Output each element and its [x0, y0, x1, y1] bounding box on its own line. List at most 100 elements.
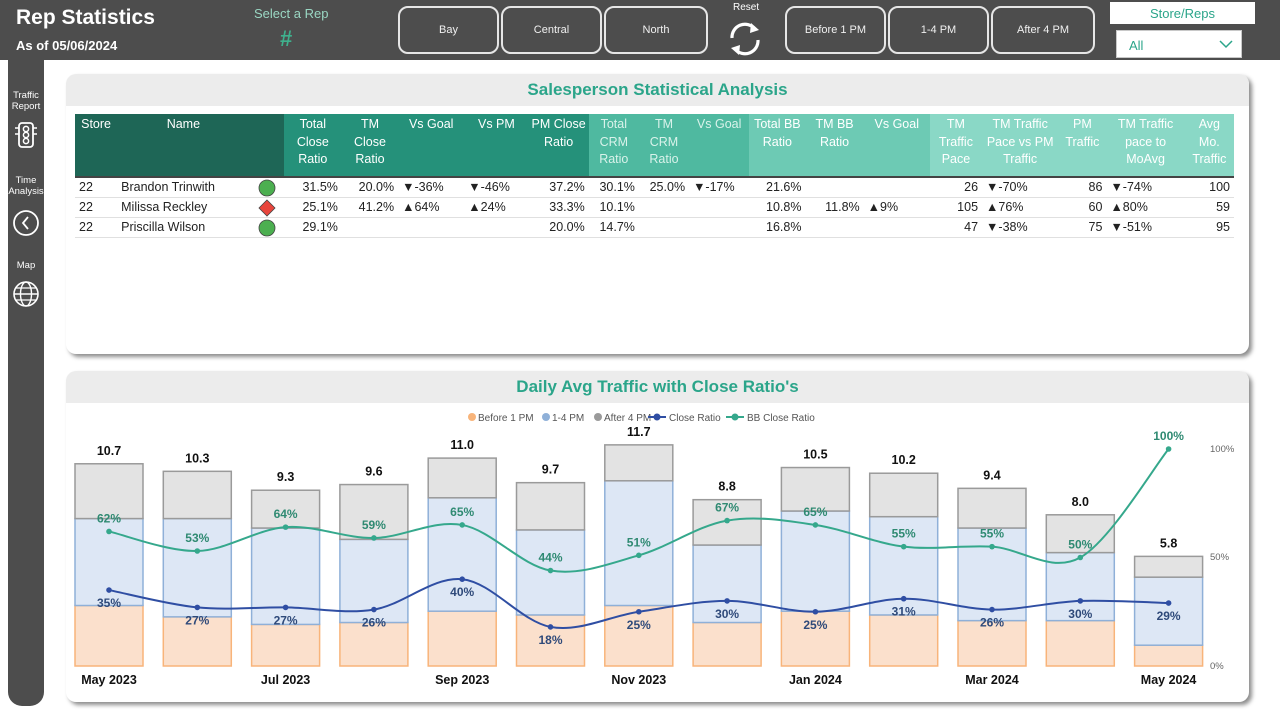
cell-tm-bb: 11.8% — [805, 197, 864, 218]
bar-segment-after-4pm — [250, 489, 321, 529]
bb-close-ratio-data-label: 64% — [274, 507, 298, 521]
bar-segment-before-1pm — [957, 619, 1027, 667]
bar-segment-after-4pm — [515, 481, 586, 531]
bb-close-ratio-point — [371, 535, 377, 541]
cell-total-close: 29.1% — [283, 217, 342, 238]
close-ratio-point — [812, 608, 819, 615]
legend-marker — [594, 413, 602, 421]
col-header-pm-close-ratio[interactable]: PM Close Ratio — [528, 114, 589, 177]
close-ratio-data-label: 29% — [1157, 609, 1181, 623]
bar-segment-1-4pm — [427, 497, 497, 612]
store-reps-tab[interactable]: Store/Reps — [1110, 2, 1255, 24]
select-rep-hash-icon[interactable]: # — [280, 26, 293, 51]
col-header-total-close-ratio[interactable]: Total Close Ratio — [283, 114, 342, 177]
region-button-north[interactable]: North — [604, 6, 708, 54]
table-row[interactable]: 22 Brandon Trinwith 31.5% 20.0% ▼-36% ▼-46% 37… — [75, 176, 1234, 198]
reset-icon[interactable] — [724, 18, 766, 60]
cell-pm-traffic: 86 — [1058, 176, 1107, 198]
x-tick-label: Mar 2024 — [965, 673, 1019, 687]
col-header-bb-vs-goal[interactable]: Vs Goal — [863, 114, 930, 177]
close-ratio-data-label: 25% — [803, 618, 827, 632]
col-header-total-bb-ratio[interactable]: Total BB Ratio — [749, 114, 806, 177]
time-button-after-4pm[interactable]: After 4 PM — [991, 6, 1095, 54]
nav-label-traffic-report[interactable]: Traffic Report — [11, 90, 41, 112]
traffic-light-icon[interactable] — [11, 120, 41, 150]
bar-total-label: 10.7 — [97, 444, 121, 458]
bar-segment-after-4pm — [1133, 555, 1204, 578]
nav-label-map[interactable]: Map — [16, 260, 36, 271]
region-button-bay[interactable]: Bay — [398, 6, 499, 54]
col-header-name[interactable]: Name — [117, 114, 250, 177]
legend-marker — [731, 413, 739, 421]
time-button-1-4pm[interactable]: 1-4 PM — [888, 6, 989, 54]
green-circle-status-icon — [258, 179, 276, 197]
bb-close-ratio-point — [194, 548, 201, 554]
cell-pace-vs-pm: ▼-70% — [982, 176, 1059, 198]
col-header-status[interactable] — [249, 114, 284, 177]
col-header-pace-to-moavg[interactable]: TM Traffic pace to MoAvg — [1106, 114, 1185, 177]
cell-pace-to-moavg: ▼-74% — [1106, 176, 1185, 198]
cell-tm-crm — [638, 197, 690, 218]
col-header-tm-traffic-pace[interactable]: TM Traffic Pace — [929, 114, 983, 177]
col-header-tm-bb-ratio[interactable]: TM BB Ratio — [805, 114, 864, 177]
bar-segment-after-4pm — [427, 457, 497, 499]
cell-pm-close: 37.2% — [528, 176, 589, 198]
bar-total-label: 10.2 — [892, 453, 916, 467]
x-tick-label: Jul 2023 — [261, 673, 310, 687]
cell-tm-close: 20.0% — [341, 176, 399, 198]
bb-close-ratio-data-label: 55% — [980, 527, 1004, 541]
cell-total-close: 25.1% — [283, 197, 342, 218]
time-button-before-1pm[interactable]: Before 1 PM — [785, 6, 886, 54]
cell-tm-crm — [638, 217, 690, 238]
x-tick-label: Sep 2023 — [435, 673, 489, 687]
bb-close-ratio-point — [900, 543, 907, 550]
globe-icon[interactable] — [11, 279, 41, 309]
col-header-vs-pm[interactable]: Vs PM — [464, 114, 529, 177]
col-header-avg-mo-traffic[interactable]: Avg Mo. Traffic — [1184, 114, 1234, 177]
table-panel-title: Salesperson Statistical Analysis — [66, 74, 1249, 106]
bar-total-label: 8.0 — [1072, 495, 1089, 509]
bb-close-ratio-data-label: 55% — [892, 527, 916, 541]
cell-tm-close: 41.2% — [341, 197, 399, 218]
cell-total-close: 31.5% — [283, 176, 342, 198]
cell-pm-traffic: 60 — [1058, 197, 1107, 218]
nav-label-time-analysis[interactable]: Time Analysis — [8, 175, 44, 197]
col-header-pm-traffic[interactable]: PM Traffic — [1058, 114, 1107, 177]
store-reps-dropdown[interactable]: All — [1116, 30, 1242, 58]
col-header-pace-vs-pm-traffic[interactable]: TM Traffic Pace vs PM Traffic — [982, 114, 1059, 177]
bb-close-ratio-point — [459, 522, 466, 528]
legend-label: Close Ratio — [669, 413, 721, 424]
region-button-central[interactable]: Central — [501, 6, 602, 54]
bar-segment-1-4pm — [1133, 576, 1204, 646]
store-reps-selected-value: All — [1129, 38, 1144, 53]
x-tick-label: May 2024 — [1141, 673, 1197, 687]
table-row[interactable]: 22 Priscilla Wilson 29.1% 20.0% 14.7% 16.8% 47… — [75, 217, 1234, 238]
cell-crm-vs-goal: ▼-17% — [689, 176, 750, 198]
close-ratio-point — [282, 604, 289, 611]
bb-close-ratio-point — [547, 567, 554, 574]
bar-segment-before-1pm — [692, 621, 762, 667]
col-header-total-crm-ratio[interactable]: Total CRM Ratio — [588, 114, 639, 177]
cell-pace-vs-pm: ▲76% — [982, 197, 1059, 218]
table-row[interactable]: 22 Milissa Reckley 25.1% 41.2% ▲64% ▲24% 33.3%… — [75, 197, 1234, 218]
col-header-store[interactable]: Store — [75, 114, 118, 177]
col-header-crm-vs-goal[interactable]: Vs Goal — [689, 114, 750, 177]
cell-bb-vs-goal: ▲9% — [863, 197, 930, 218]
col-header-vs-goal[interactable]: Vs Goal — [398, 114, 465, 177]
clock-icon[interactable] — [11, 208, 41, 238]
col-header-tm-close-ratio[interactable]: TM Close Ratio — [341, 114, 399, 177]
y2-tick-label: 50% — [1210, 552, 1230, 563]
cell-tm-bb — [805, 217, 864, 238]
col-header-tm-crm-ratio[interactable]: TM CRM Ratio — [638, 114, 690, 177]
cell-total-crm: 10.1% — [588, 197, 639, 218]
close-ratio-data-label: 35% — [97, 596, 121, 610]
bar-segment-before-1pm — [1133, 644, 1204, 667]
bar-total-label: 10.3 — [185, 451, 209, 465]
bar-segment-before-1pm — [1045, 619, 1116, 667]
chart-panel-title: Daily Avg Traffic with Close Ratio's — [66, 371, 1249, 403]
page-title: Rep Statistics — [16, 6, 155, 29]
x-tick-label: Nov 2023 — [611, 673, 666, 687]
cell-pace-to-moavg: ▲80% — [1106, 197, 1185, 218]
close-ratio-point — [1077, 598, 1084, 604]
close-ratio-data-label: 26% — [362, 616, 386, 630]
